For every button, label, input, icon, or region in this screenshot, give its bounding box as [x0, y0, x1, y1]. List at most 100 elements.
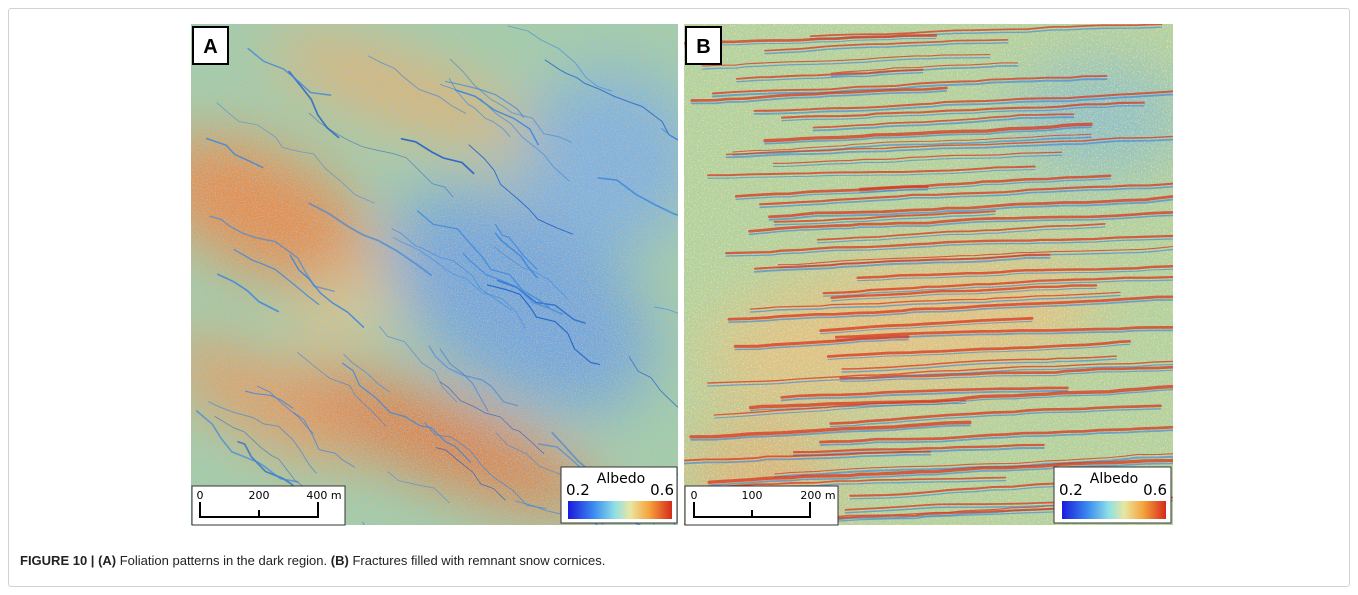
texture-line	[544, 59, 678, 141]
texture-line	[812, 113, 1075, 129]
texture-line	[816, 223, 1106, 241]
texture-line	[733, 335, 910, 348]
texture-line	[684, 453, 932, 465]
texture-line	[654, 306, 678, 314]
caption-tag: (A)	[98, 553, 117, 568]
panel-label: A	[203, 36, 217, 58]
texture-line	[708, 462, 1173, 487]
colorbar	[1062, 501, 1166, 519]
texture-line	[684, 37, 937, 48]
texture-line	[707, 168, 1036, 179]
texture-line	[829, 404, 1162, 425]
texture-line	[752, 542, 980, 545]
texture-line	[711, 75, 1108, 95]
texture-line	[773, 213, 996, 226]
texture-line	[707, 363, 1173, 387]
texture-line	[707, 360, 1173, 384]
texture-line	[725, 234, 1173, 255]
texture-line	[341, 362, 472, 464]
texture-line	[734, 338, 909, 351]
panel-label-box	[685, 26, 722, 65]
texture-line	[343, 353, 390, 393]
texture-line	[764, 42, 1009, 55]
texture-line	[725, 135, 1173, 156]
texture-line	[428, 345, 519, 407]
texture-line	[752, 539, 980, 545]
figure-frame	[8, 8, 1350, 587]
texture-line	[507, 25, 613, 92]
texture-line	[753, 90, 1173, 112]
texture-line	[748, 214, 1173, 236]
texture-line	[732, 133, 1092, 153]
scale-bar-box	[191, 485, 346, 526]
texture-line	[689, 420, 972, 439]
texture-line	[753, 93, 1173, 115]
texture-line	[841, 358, 1117, 373]
texture-line	[809, 24, 1163, 38]
texture-line	[780, 386, 1069, 399]
texture-line	[727, 295, 1173, 321]
texture-line	[817, 226, 1106, 244]
colorbar-max: 0.6	[650, 481, 674, 499]
texture-line	[684, 34, 938, 45]
texture-line	[308, 112, 454, 198]
texture-line	[217, 273, 280, 313]
scale-tick-label: 0	[197, 489, 204, 502]
texture-line	[773, 210, 996, 223]
texture-line	[701, 56, 991, 70]
scale-tick-label: 100	[742, 489, 763, 502]
colorbar	[568, 501, 672, 519]
texture-line	[661, 127, 678, 141]
texture-line	[728, 299, 1173, 324]
texture-line	[445, 80, 525, 118]
texture-line	[439, 381, 545, 454]
texture-line	[772, 151, 1063, 165]
texture-line	[768, 198, 1173, 221]
colorbar-title: Albedo	[597, 471, 645, 487]
texture-line	[856, 264, 1173, 279]
texture-line	[834, 325, 1173, 339]
texture-line	[831, 287, 1097, 302]
texture-line	[735, 68, 924, 80]
texture-line	[820, 320, 1033, 335]
texture-line	[448, 77, 511, 137]
panel-b-image	[684, 24, 1173, 545]
texture-line	[392, 236, 526, 330]
texture-line	[391, 228, 512, 311]
texture-line	[288, 70, 340, 139]
texture-line	[780, 101, 1145, 119]
texture-line	[749, 294, 1121, 313]
texture-line	[449, 58, 573, 143]
texture-line	[826, 339, 1131, 358]
texture-line	[839, 365, 1173, 380]
texture-line	[233, 248, 320, 306]
texture-line	[759, 182, 1173, 206]
texture-line	[362, 521, 365, 525]
texture-line	[774, 453, 1173, 475]
texture-line	[819, 316, 1034, 333]
scale-tick-label: 200 m	[800, 489, 835, 502]
panel-label: B	[696, 36, 710, 58]
texture-line	[748, 384, 1173, 410]
texture-line	[749, 291, 1121, 310]
colorbar-min: 0.2	[1059, 481, 1083, 499]
texture-line	[368, 55, 467, 114]
texture-line	[822, 275, 1173, 295]
colorbar-max: 0.6	[1143, 481, 1167, 499]
colorbar-title: Albedo	[1090, 471, 1138, 487]
texture-line	[840, 369, 1173, 382]
texture-line	[690, 90, 948, 105]
scale-tick-label: 0	[691, 489, 698, 502]
texture-line	[734, 185, 929, 198]
texture-line	[690, 86, 948, 102]
texture-line	[416, 210, 550, 308]
texture-line	[827, 343, 1131, 361]
texture-line	[725, 238, 1173, 257]
texture-line	[216, 102, 375, 204]
caption-tag: (B)	[330, 553, 349, 568]
texture-line	[245, 390, 294, 409]
caption-label: FIGURE 10 |	[20, 553, 95, 568]
panel-a-image	[191, 24, 678, 525]
texture-line	[297, 352, 387, 427]
